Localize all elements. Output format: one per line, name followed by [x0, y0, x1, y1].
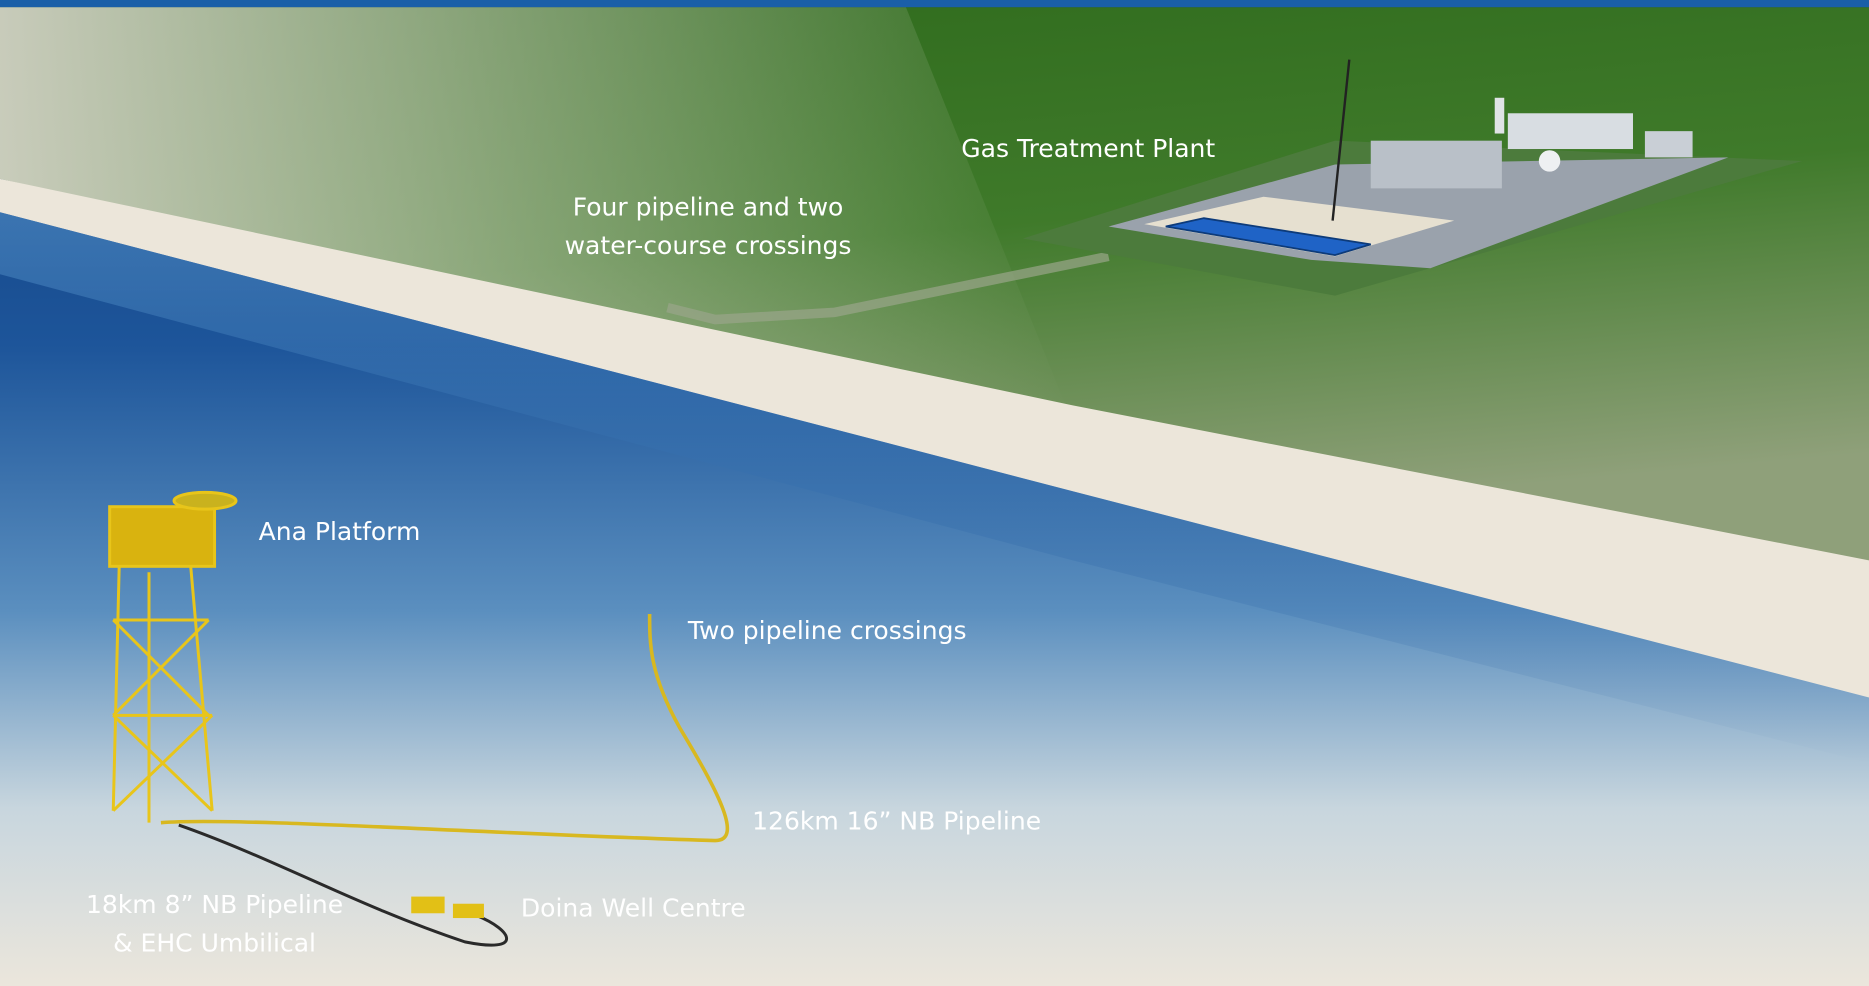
infield-pipeline — [178, 823, 509, 947]
top-bar — [0, 0, 1869, 8]
doina-well-centre — [411, 896, 484, 919]
gas-plant — [1022, 59, 1803, 296]
label: Four pipeline and two — [573, 193, 844, 222]
label: 126km 16” NB Pipeline — [752, 807, 1041, 836]
label: Two pipeline crossings — [687, 616, 967, 645]
label: water-course crossings — [565, 231, 852, 260]
main-pipeline — [160, 614, 730, 843]
shallow-water — [0, 212, 1869, 764]
beach — [0, 178, 1869, 698]
label: & EHC Umbilical — [113, 928, 316, 957]
label: Ana Platform — [259, 517, 421, 546]
label: 18km 8” NB Pipeline — [86, 890, 343, 919]
label: Doina Well Centre — [521, 894, 746, 923]
label: Gas Treatment Plant — [961, 134, 1215, 163]
ana-platform — [108, 490, 238, 823]
haze — [0, 7, 1073, 424]
onshore-route — [666, 251, 1110, 325]
